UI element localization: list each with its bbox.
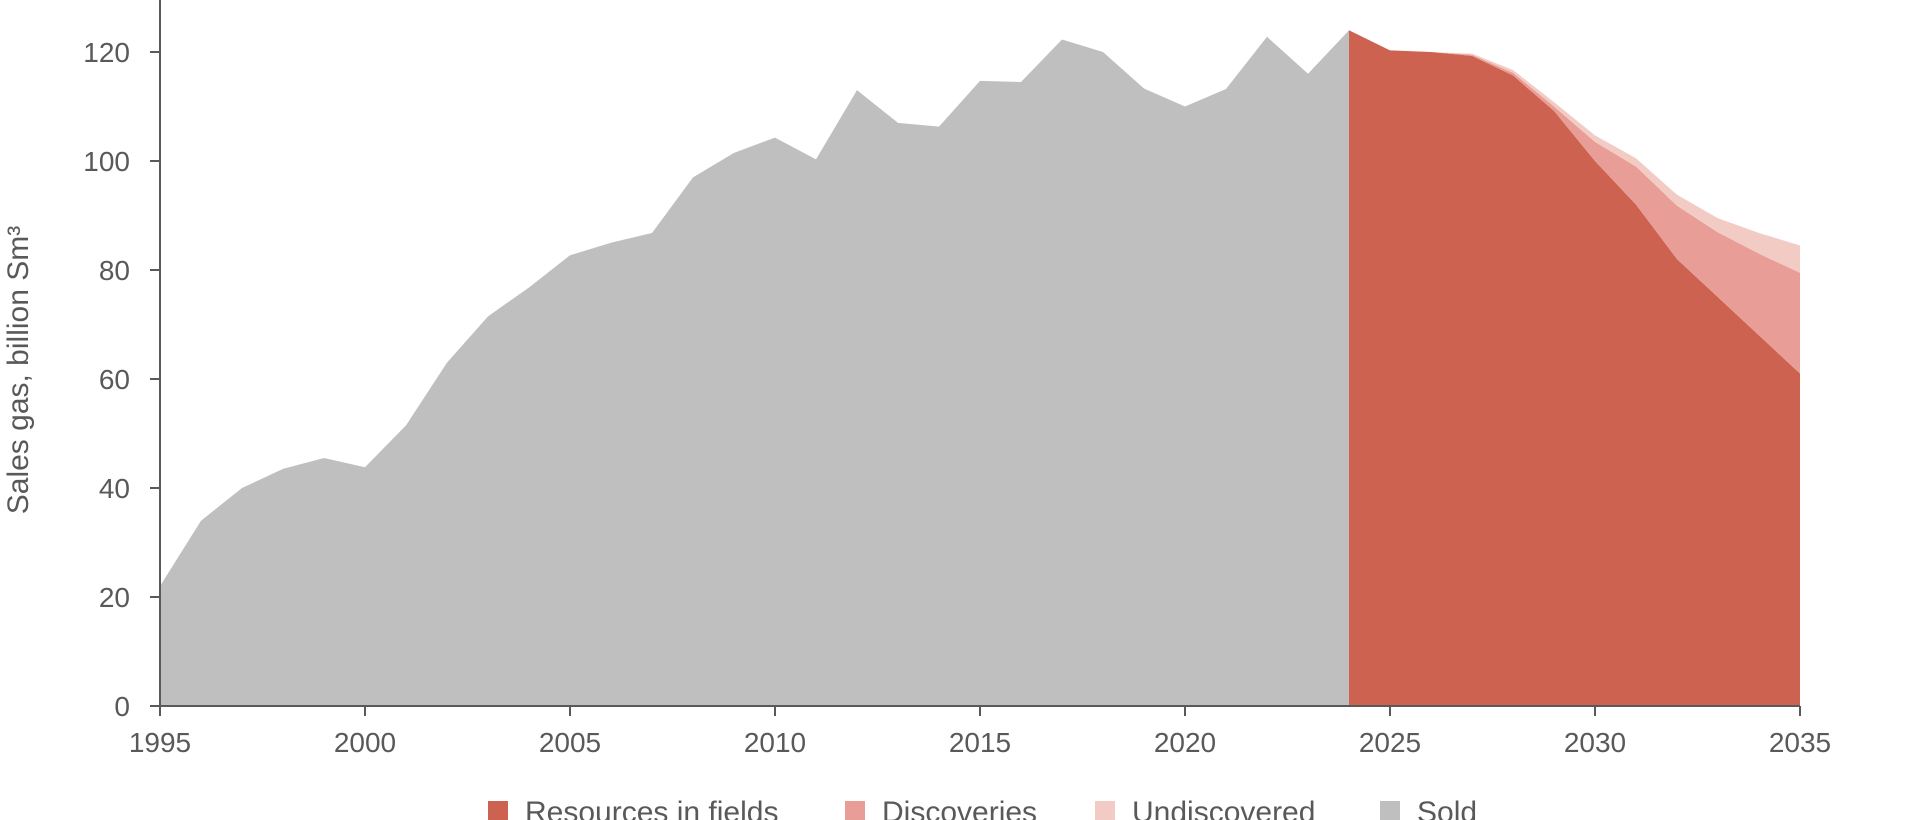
y-tick-label: 80 bbox=[99, 255, 130, 286]
x-tick-label: 2030 bbox=[1564, 727, 1626, 758]
x-tick-label: 1995 bbox=[129, 727, 191, 758]
legend-swatch bbox=[1095, 801, 1115, 820]
x-tick-label: 2025 bbox=[1359, 727, 1421, 758]
legend-item-resources-in-fields: Resources in fields bbox=[488, 796, 778, 820]
plot-areas bbox=[160, 30, 1800, 706]
x-tick-label: 2015 bbox=[949, 727, 1011, 758]
legend-label: Sold bbox=[1417, 796, 1477, 820]
x-tick-label: 2020 bbox=[1154, 727, 1216, 758]
legend-item-sold: Sold bbox=[1380, 796, 1477, 820]
x-ticks: 1995 2000 2005 2010 2015 2020 2025 2030 2035 bbox=[129, 706, 1831, 758]
y-tick-label: 120 bbox=[83, 37, 130, 68]
legend-swatch bbox=[1380, 801, 1400, 820]
y-axis-title: Sales gas, billion Sm³ bbox=[2, 226, 35, 514]
y-tick-label: 0 bbox=[114, 691, 130, 722]
y-tick-label: 40 bbox=[99, 473, 130, 504]
x-tick-label: 2010 bbox=[744, 727, 806, 758]
y-tick-label: 20 bbox=[99, 582, 130, 613]
y-ticks: 0 20 40 60 80 100 120 bbox=[83, 37, 160, 722]
series-undiscovered-area bbox=[1349, 30, 1800, 273]
y-tick-label: 100 bbox=[83, 146, 130, 177]
x-tick-label: 2000 bbox=[334, 727, 396, 758]
x-tick-label: 2035 bbox=[1769, 727, 1831, 758]
legend-label: Resources in fields bbox=[525, 796, 778, 820]
y-tick-label: 60 bbox=[99, 364, 130, 395]
legend-swatch bbox=[488, 801, 508, 820]
legend: Resources in fields Discoveries Undiscover… bbox=[488, 796, 1477, 820]
legend-label: Undiscovered bbox=[1132, 796, 1315, 820]
x-tick-label: 2005 bbox=[539, 727, 601, 758]
legend-label: Discoveries bbox=[882, 796, 1037, 820]
legend-swatch bbox=[845, 801, 865, 820]
series-sold-area bbox=[160, 30, 1349, 706]
series-resources-in-fields-area bbox=[1349, 30, 1800, 706]
legend-item-undiscovered: Undiscovered bbox=[1095, 796, 1315, 820]
legend-item-discoveries: Discoveries bbox=[845, 796, 1037, 820]
